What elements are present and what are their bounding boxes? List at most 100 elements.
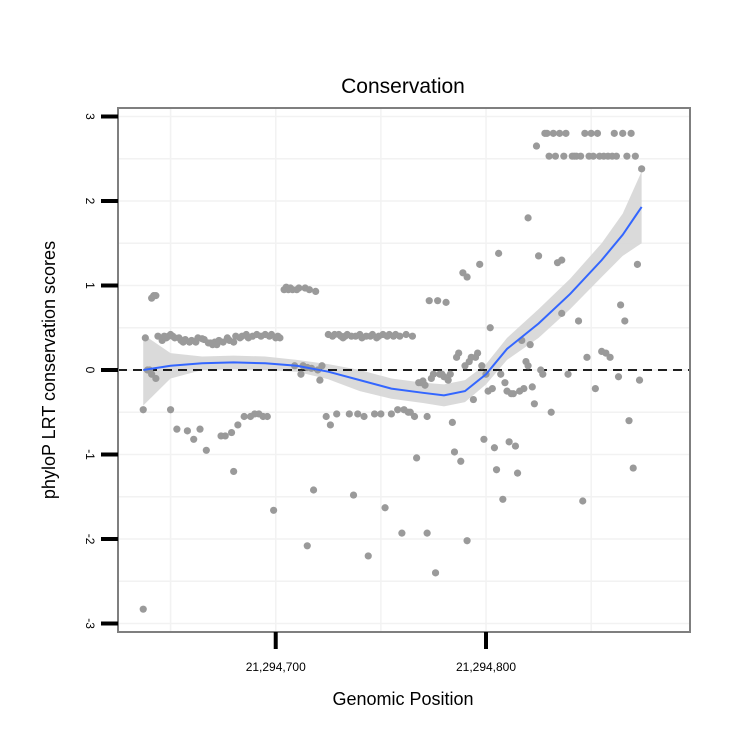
data-point: [442, 298, 450, 306]
data-point: [513, 469, 522, 477]
data-point: [322, 412, 330, 421]
data-point: [457, 457, 465, 465]
data-point: [501, 379, 509, 387]
data-point: [488, 384, 496, 393]
data-point: [627, 129, 635, 137]
data-point: [141, 334, 149, 342]
data-point: [524, 362, 532, 370]
data-point: [354, 410, 362, 418]
data-point: [139, 605, 147, 613]
data-point: [612, 152, 620, 160]
data-point: [545, 152, 553, 160]
data-point: [450, 448, 459, 456]
data-point: [230, 338, 238, 346]
data-point: [591, 384, 599, 393]
data-point: [530, 400, 538, 408]
data-point: [528, 383, 536, 391]
data-point: [638, 165, 646, 173]
data-point: [539, 370, 547, 378]
data-point: [577, 152, 585, 160]
data-point: [476, 260, 484, 268]
data-point: [593, 129, 602, 137]
chart-title: Conservation: [341, 75, 465, 98]
data-point: [413, 454, 421, 462]
data-point: [623, 152, 631, 160]
data-point: [202, 446, 210, 454]
y-tick-label: 0: [83, 367, 97, 374]
data-point: [396, 332, 404, 340]
data-point: [610, 129, 618, 137]
data-point: [316, 376, 324, 384]
data-point: [497, 370, 505, 378]
data-point: [635, 376, 644, 384]
data-point: [469, 395, 477, 404]
data-point: [492, 466, 501, 474]
data-point: [318, 362, 326, 370]
data-point: [547, 408, 555, 416]
data-point: [534, 252, 543, 260]
y-tick-label: 1: [83, 282, 97, 289]
data-point: [583, 353, 591, 361]
data-point: [551, 152, 560, 160]
data-point: [629, 464, 637, 472]
data-point: [558, 309, 566, 317]
data-point: [295, 284, 303, 292]
x-tick-label: 21,294,700: [246, 660, 306, 674]
data-point: [398, 529, 406, 537]
data-point: [421, 381, 429, 389]
x-axis: 21,294,700 21,294,800: [246, 632, 516, 674]
data-point: [345, 410, 353, 418]
data-point: [532, 142, 541, 150]
data-point: [617, 301, 625, 309]
data-point: [227, 428, 236, 437]
data-point: [173, 425, 181, 433]
data-point: [394, 406, 402, 414]
data-point: [312, 287, 320, 295]
data-point: [297, 370, 305, 378]
data-point: [589, 152, 597, 160]
data-point: [524, 214, 532, 222]
data-point: [139, 406, 147, 414]
data-point: [387, 410, 395, 418]
scatter-points: [139, 129, 646, 613]
data-point: [377, 410, 385, 418]
data-point: [558, 256, 566, 264]
smooth-line: [143, 206, 643, 397]
data-point: [448, 418, 456, 426]
y-axis: 3 2 1 0 -1 -2 -3: [83, 113, 118, 629]
y-tick-label: 2: [83, 198, 97, 205]
data-point: [495, 249, 503, 257]
data-point: [621, 317, 629, 325]
data-point: [303, 542, 311, 550]
data-point: [305, 286, 313, 294]
data-point: [423, 412, 431, 421]
confidence-ribbon: [143, 171, 642, 407]
data-point: [196, 425, 204, 433]
data-point: [549, 129, 557, 137]
data-point: [230, 467, 238, 476]
data-point: [370, 410, 379, 418]
data-point: [276, 334, 284, 342]
data-point: [425, 297, 433, 305]
data-point: [614, 373, 623, 381]
data-point: [480, 435, 488, 443]
data-point: [560, 152, 568, 160]
data-point: [410, 412, 419, 421]
data-point: [360, 412, 368, 421]
data-point: [446, 370, 454, 378]
y-tick-label: -2: [83, 534, 97, 545]
data-point: [619, 129, 627, 137]
data-point: [574, 317, 583, 325]
y-tick-label: -3: [83, 618, 97, 629]
data-point: [579, 497, 587, 505]
data-point: [478, 362, 486, 370]
data-point: [431, 569, 440, 577]
y-tick-label: 3: [83, 113, 97, 120]
data-point: [606, 353, 614, 361]
data-point: [463, 537, 471, 545]
y-axis-title: phyloP LRT conservation scores: [39, 241, 59, 499]
data-point: [364, 552, 372, 560]
data-point: [543, 129, 551, 137]
data-point: [625, 417, 633, 425]
